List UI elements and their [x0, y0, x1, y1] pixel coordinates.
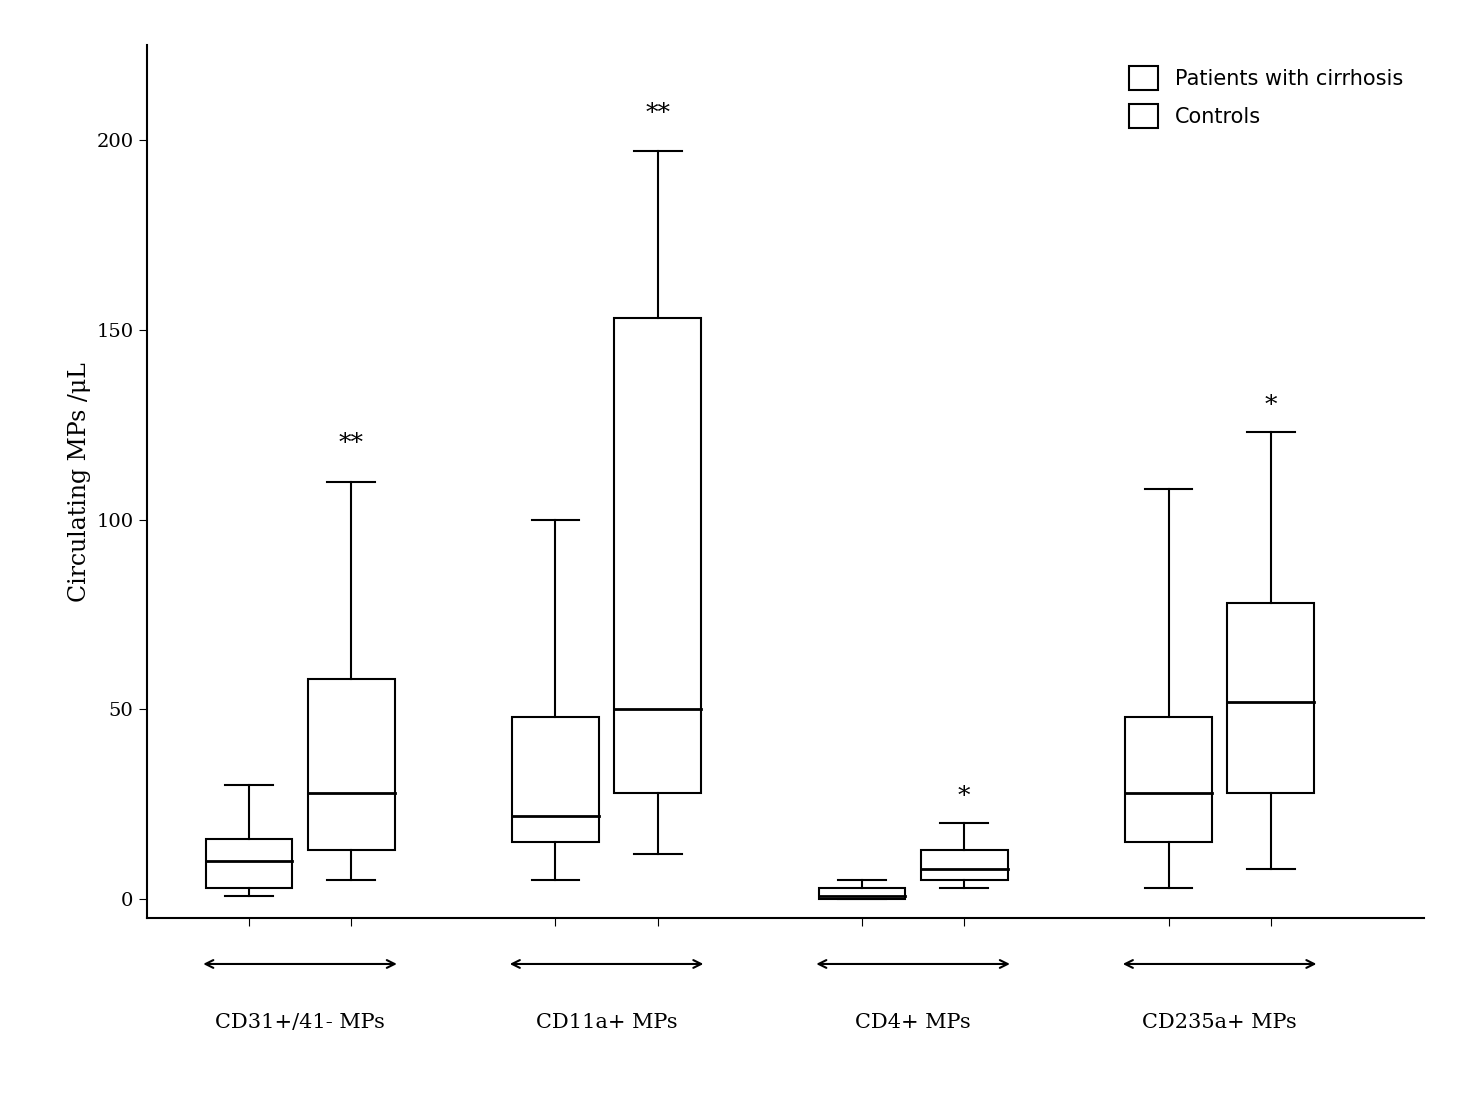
Text: **: **: [644, 102, 671, 124]
Bar: [920, 850, 1007, 880]
Bar: [308, 679, 395, 850]
Bar: [1124, 717, 1213, 842]
Bar: [819, 888, 906, 899]
Text: *: *: [959, 785, 970, 809]
Bar: [614, 318, 702, 793]
Text: CD31+/41- MPs: CD31+/41- MPs: [216, 1014, 385, 1033]
Legend: Patients with cirrhosis, Controls: Patients with cirrhosis, Controls: [1119, 55, 1414, 139]
Text: **: **: [339, 432, 364, 455]
Bar: [512, 717, 599, 842]
Y-axis label: Circulating MPs /μL: Circulating MPs /μL: [68, 362, 91, 601]
Text: *: *: [1264, 394, 1277, 417]
Text: CD11a+ MPs: CD11a+ MPs: [536, 1014, 677, 1033]
Text: CD235a+ MPs: CD235a+ MPs: [1142, 1014, 1298, 1033]
Bar: [206, 839, 292, 888]
Text: CD4+ MPs: CD4+ MPs: [856, 1014, 970, 1033]
Bar: [1227, 604, 1314, 793]
